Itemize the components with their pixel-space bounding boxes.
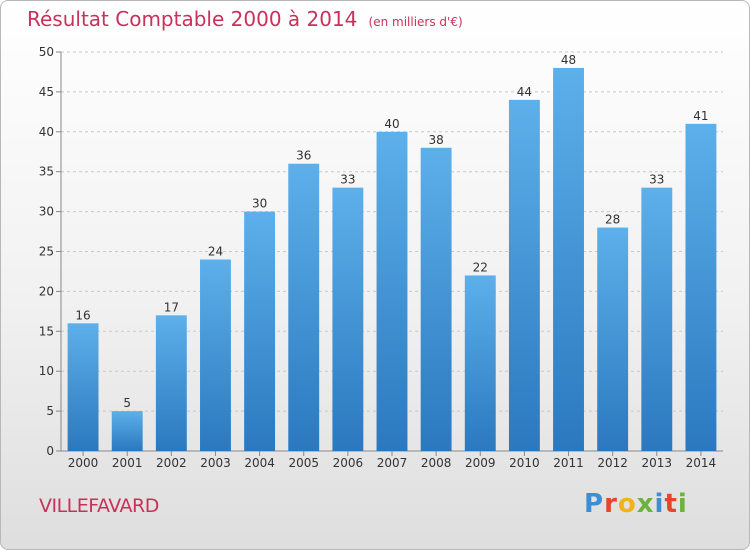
- data-label: 40: [384, 117, 399, 131]
- bar: [597, 227, 629, 451]
- x-tick-label: 2002: [156, 456, 187, 470]
- x-tick-label: 2000: [68, 456, 99, 470]
- y-tick-label: 40: [39, 125, 54, 139]
- logo-letter: i: [677, 489, 688, 519]
- x-tick-label: 2012: [597, 456, 628, 470]
- y-tick-label: 20: [39, 284, 54, 298]
- x-tick-label: 2010: [509, 456, 540, 470]
- data-label: 17: [164, 300, 179, 314]
- logo-letter: P: [584, 489, 605, 519]
- data-label: 38: [428, 133, 443, 147]
- bar: [685, 123, 717, 451]
- x-tick-label: 2001: [112, 456, 143, 470]
- bar: [508, 99, 540, 451]
- bar: [641, 187, 673, 451]
- y-tick-label: 45: [39, 85, 54, 99]
- x-tick-label: 2014: [686, 456, 717, 470]
- x-tick-label: 2009: [465, 456, 496, 470]
- chart-subtitle: (en milliers d'€): [368, 15, 463, 29]
- data-label: 44: [517, 85, 532, 99]
- y-tick-label: 25: [39, 245, 54, 259]
- chart-title: Résultat Comptable 2000 à 2014: [27, 7, 358, 31]
- y-tick-label: 15: [39, 324, 54, 338]
- data-label: 16: [75, 308, 90, 322]
- x-tick-label: 2006: [333, 456, 364, 470]
- y-tick-label: 30: [39, 205, 54, 219]
- data-label: 22: [473, 260, 488, 274]
- commune-name: VILLEFAVARD: [39, 495, 159, 517]
- data-label: 33: [649, 173, 664, 187]
- x-tick-label: 2011: [553, 456, 584, 470]
- data-label: 24: [208, 244, 223, 258]
- data-label: 48: [561, 53, 576, 67]
- data-label: 33: [340, 173, 355, 187]
- x-tick-label: 2004: [244, 456, 275, 470]
- bar: [553, 67, 584, 452]
- x-tick-label: 2003: [200, 456, 231, 470]
- bar: [200, 259, 231, 451]
- bar: [376, 131, 408, 452]
- data-label: 36: [296, 149, 311, 163]
- y-tick-label: 50: [39, 45, 54, 59]
- y-tick-label: 0: [46, 444, 54, 458]
- bar: [288, 163, 320, 451]
- logo-letter: i: [654, 489, 665, 519]
- y-tick-label: 35: [39, 165, 54, 179]
- logo-letter: r: [604, 489, 618, 519]
- data-label: 28: [605, 213, 620, 227]
- y-tick-label: 10: [39, 364, 54, 378]
- logo-letter: x: [636, 489, 655, 519]
- logo-letter: o: [617, 489, 637, 519]
- bar: [244, 211, 276, 451]
- data-label: 41: [693, 109, 708, 123]
- data-label: 5: [123, 396, 131, 410]
- x-tick-label: 2008: [421, 456, 452, 470]
- data-label: 30: [252, 197, 267, 211]
- bar: [155, 315, 187, 451]
- x-tick-label: 2013: [642, 456, 673, 470]
- bar: [111, 411, 143, 451]
- logo-letter: t: [664, 489, 678, 519]
- bar: [420, 147, 452, 451]
- bar: [464, 275, 496, 451]
- chart-title-block: Résultat Comptable 2000 à 2014 (en milli…: [27, 7, 463, 31]
- bar: [332, 187, 364, 451]
- x-tick-label: 2005: [288, 456, 319, 470]
- y-tick-label: 5: [46, 404, 54, 418]
- proxiti-logo[interactable]: Proxiti: [584, 489, 688, 519]
- x-tick-label: 2007: [377, 456, 408, 470]
- bar: [67, 323, 99, 451]
